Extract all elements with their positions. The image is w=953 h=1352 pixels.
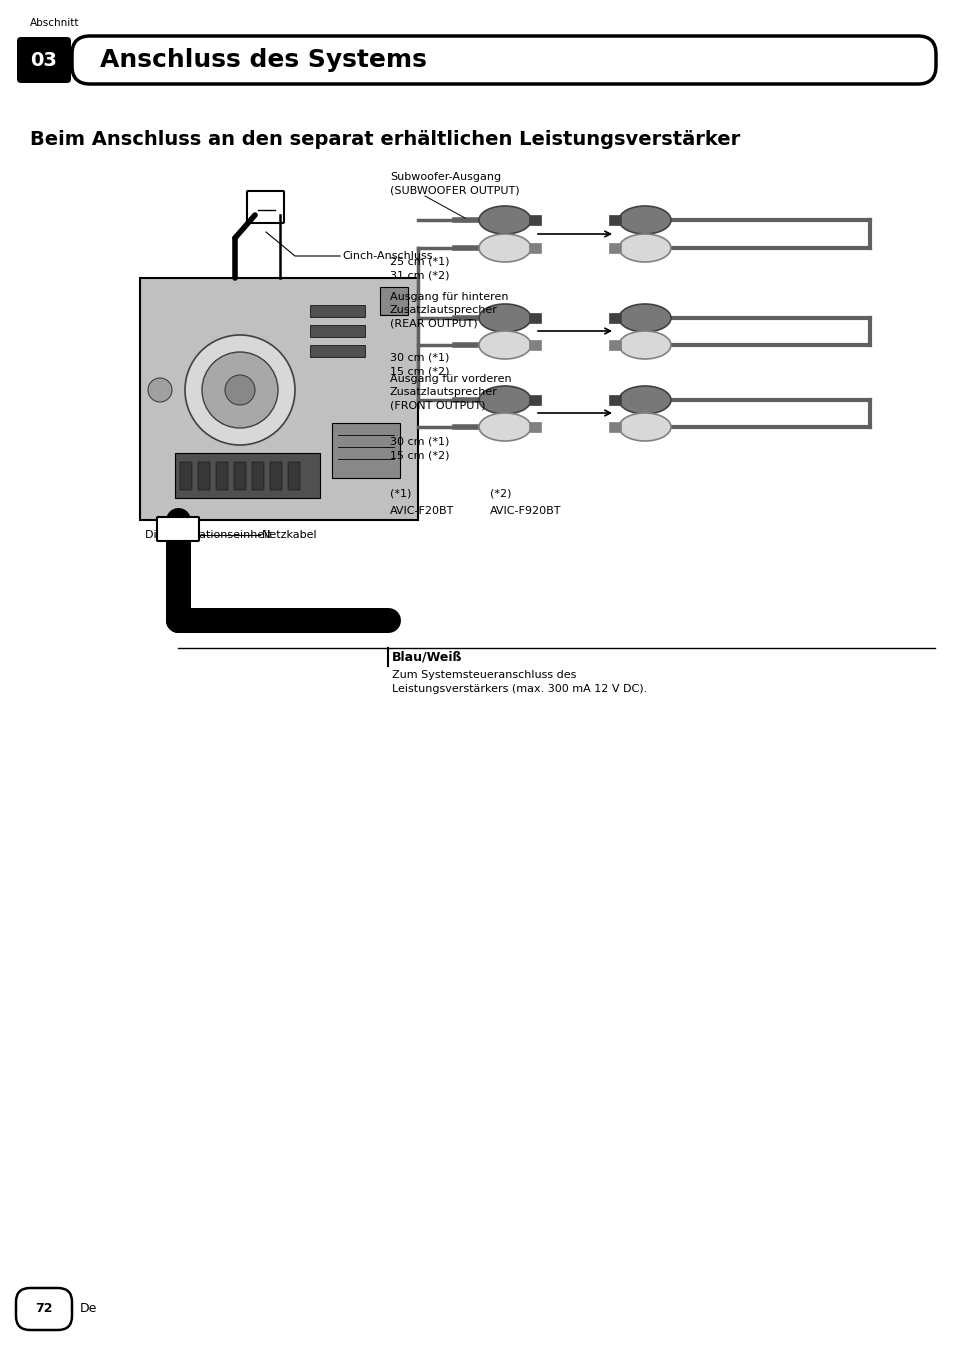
Ellipse shape (618, 387, 670, 414)
Text: Cinch-Anschluss: Cinch-Anschluss (341, 251, 432, 261)
Bar (608, 215, 620, 224)
Ellipse shape (478, 412, 531, 441)
Bar (310, 345, 365, 357)
Ellipse shape (618, 206, 670, 234)
Bar (310, 306, 365, 316)
Text: Zum Systemsteueranschluss des
Leistungsverstärkers (max. 300 mA 12 V DC).: Zum Systemsteueranschluss des Leistungsv… (392, 671, 646, 694)
Text: 30 cm (*1)
15 cm (*2): 30 cm (*1) 15 cm (*2) (390, 352, 449, 376)
Bar (608, 395, 620, 406)
Ellipse shape (618, 304, 670, 333)
Bar (288, 462, 299, 489)
Bar (174, 453, 319, 498)
Text: Ausgang für hinteren
Zusatzlautsprecher
(REAR OUTPUT): Ausgang für hinteren Zusatzlautsprecher … (390, 292, 508, 329)
Text: (*1): (*1) (390, 488, 411, 498)
Text: Netzkabel: Netzkabel (262, 530, 317, 539)
Ellipse shape (478, 331, 531, 360)
Bar (198, 462, 210, 489)
Ellipse shape (478, 304, 531, 333)
Bar (140, 279, 417, 521)
Bar (252, 462, 264, 489)
Text: 72: 72 (35, 1302, 52, 1315)
Ellipse shape (618, 412, 670, 441)
Text: Beim Anschluss an den separat erhältlichen Leistungsverstärker: Beim Anschluss an den separat erhältlich… (30, 130, 740, 149)
Bar (529, 243, 540, 253)
Text: Anschluss des Systems: Anschluss des Systems (100, 49, 426, 72)
Text: De: De (80, 1302, 97, 1315)
FancyBboxPatch shape (247, 191, 284, 223)
Bar (180, 462, 192, 489)
Bar (529, 339, 540, 350)
Text: Abschnitt: Abschnitt (30, 18, 79, 28)
Text: ( (: ( ( (194, 608, 209, 621)
Circle shape (202, 352, 277, 429)
Ellipse shape (478, 206, 531, 234)
Ellipse shape (478, 234, 531, 262)
Text: Ausgang für vorderen
Zusatzlautsprecher
(FRONT OUTPUT): Ausgang für vorderen Zusatzlautsprecher … (390, 375, 511, 411)
Bar (270, 462, 282, 489)
Ellipse shape (478, 387, 531, 414)
Text: 03: 03 (30, 50, 57, 69)
Text: 25 cm (*1)
31 cm (*2): 25 cm (*1) 31 cm (*2) (390, 257, 449, 281)
Bar (233, 462, 246, 489)
Bar (332, 423, 399, 479)
Text: Blau/Weiß: Blau/Weiß (392, 650, 462, 662)
Bar (310, 324, 365, 337)
Circle shape (185, 335, 294, 445)
Bar (608, 243, 620, 253)
Bar (529, 395, 540, 406)
FancyBboxPatch shape (71, 37, 935, 84)
Ellipse shape (618, 234, 670, 262)
FancyBboxPatch shape (16, 1288, 71, 1330)
Bar (608, 314, 620, 323)
Text: AVIC-F920BT: AVIC-F920BT (490, 506, 561, 516)
FancyBboxPatch shape (17, 37, 71, 82)
Bar (529, 314, 540, 323)
Bar (608, 339, 620, 350)
Circle shape (148, 379, 172, 402)
Text: Die Navigationseinheit: Die Navigationseinheit (145, 530, 272, 539)
FancyBboxPatch shape (157, 516, 199, 541)
Text: AVIC-F20BT: AVIC-F20BT (390, 506, 454, 516)
Bar (529, 422, 540, 433)
Bar (379, 287, 408, 315)
Bar (529, 215, 540, 224)
Text: (*2): (*2) (490, 488, 511, 498)
Circle shape (225, 375, 254, 406)
Bar (608, 422, 620, 433)
Bar (215, 462, 228, 489)
Text: 30 cm (*1)
15 cm (*2): 30 cm (*1) 15 cm (*2) (390, 437, 449, 461)
Ellipse shape (618, 331, 670, 360)
Text: Subwoofer-Ausgang
(SUBWOOFER OUTPUT): Subwoofer-Ausgang (SUBWOOFER OUTPUT) (390, 172, 519, 195)
